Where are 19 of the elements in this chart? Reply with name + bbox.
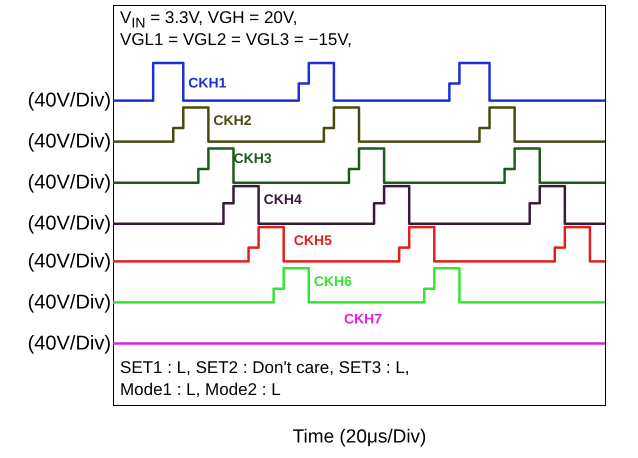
text: (40V/Div) [28,90,111,112]
series-label: CKH7 [344,310,382,326]
series-label: CKH5 [294,232,332,248]
series-label: CKH2 [213,112,252,128]
series-label: CKH3 [233,150,272,166]
text: (40V/Div) [28,332,111,354]
series-label: CKH1 [188,74,227,91]
text: (40V/Div) [28,212,111,235]
text: (40V/Div) [28,250,111,272]
text: (40V/Div) [28,172,111,194]
series-label: CKH6 [314,272,352,289]
text: (40V/Div) [28,291,111,314]
text: (40V/Div) [28,130,111,153]
annotation: Mode1 : L, Mode2 : L [120,380,281,400]
text: VGL1 = VGL2 = VGL3 = −15V, [120,30,352,50]
x-axis-title: Time (20μs/Div) [292,426,426,448]
text: V$_{IN}$ = 3.3V, VGH = 20V, [120,8,298,32]
annotation: SET1 : L, SET2 : Don't care, SET3 : L, [120,358,410,378]
series-label: CKH4 [264,190,302,207]
